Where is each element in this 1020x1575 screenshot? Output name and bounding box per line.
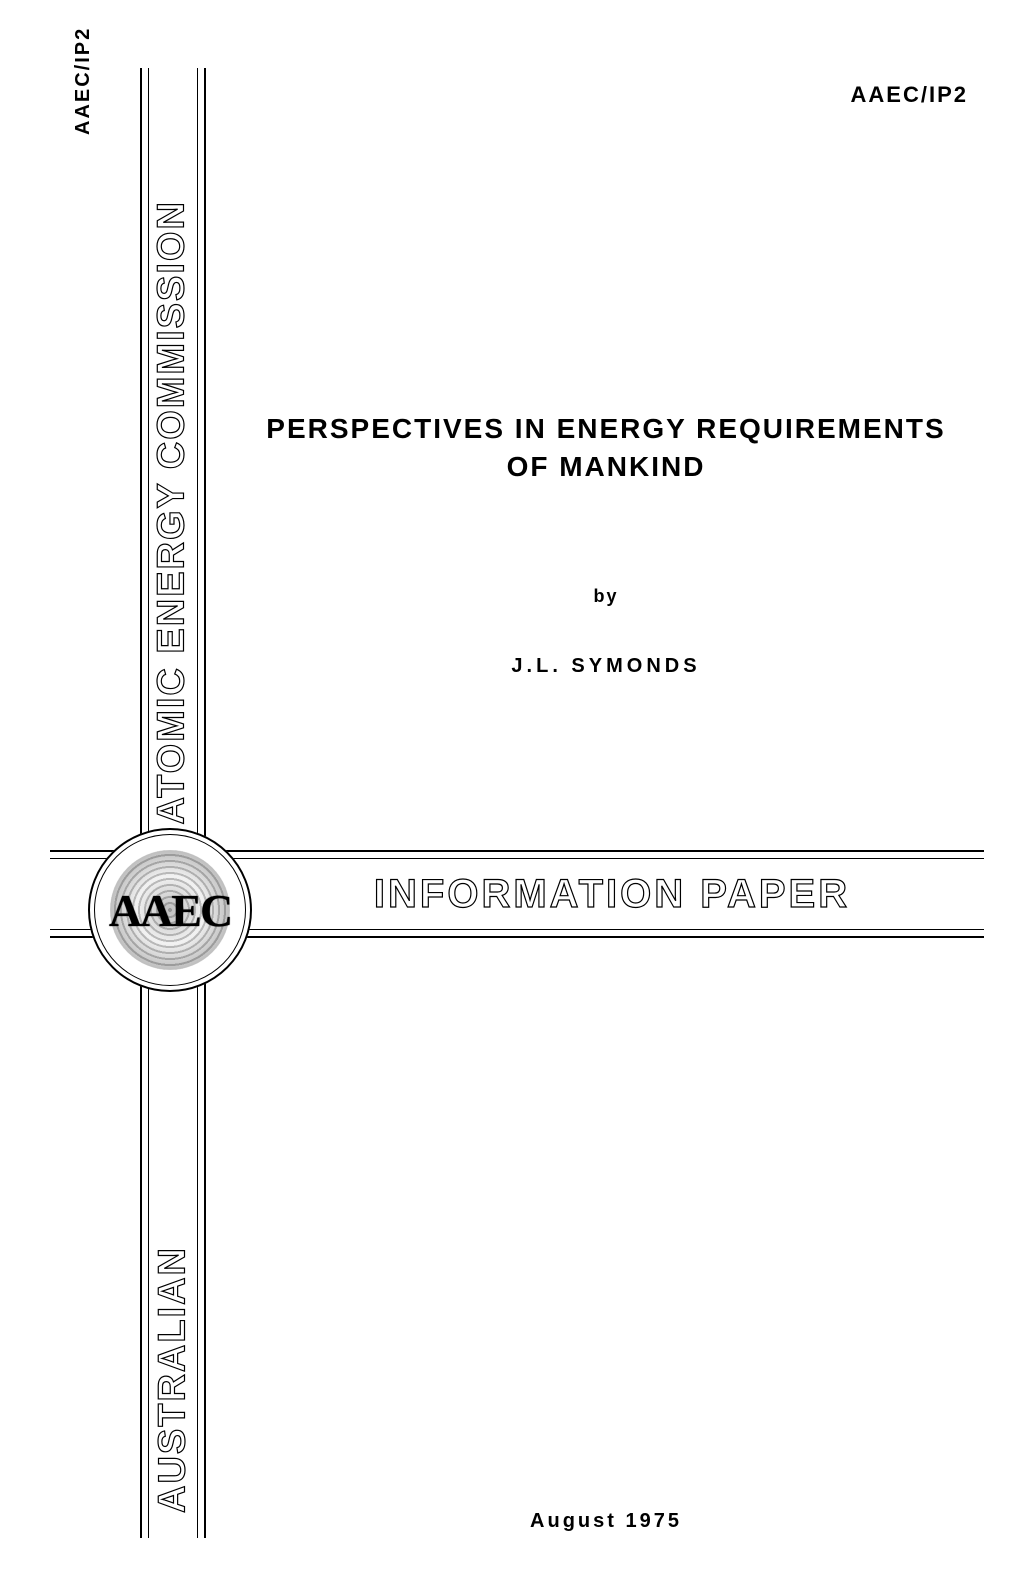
seal-monogram: AAEC [88,828,252,992]
document-code: AAEC/IP2 [851,82,968,108]
hbanner-text-box: INFORMATION PAPER [270,865,954,923]
by-label: by [232,586,980,607]
vbanner-text-commission: ATOMIC ENERGY COMMISSION [151,295,194,825]
left-margin-code: AAEC/IP2 [72,27,95,135]
vbanner-inner-left [148,68,149,1538]
hbanner-text: INFORMATION PAPER [374,872,850,917]
title-line-1: PERSPECTIVES IN ENERGY REQUIREMENTS [266,413,945,444]
vbanner-text-australian: AUSTRALIAN [152,1225,195,1535]
organization-seal: AAEC [88,828,252,992]
document-title: PERSPECTIVES IN ENERGY REQUIREMENTS OF M… [232,410,980,486]
publication-date: August 1975 [232,1510,980,1533]
vbanner-inner-right [197,68,198,1538]
vertical-banner: ATOMIC ENERGY COMMISSION AUSTRALIAN [140,68,206,1538]
author-name: J.L. SYMONDS [232,655,980,678]
page: AAEC/IP2 AAEC/IP2 ATOMIC ENERGY COMMISSI… [0,0,1020,1575]
title-line-2: OF MANKIND [507,451,706,482]
title-block: PERSPECTIVES IN ENERGY REQUIREMENTS OF M… [232,410,980,678]
